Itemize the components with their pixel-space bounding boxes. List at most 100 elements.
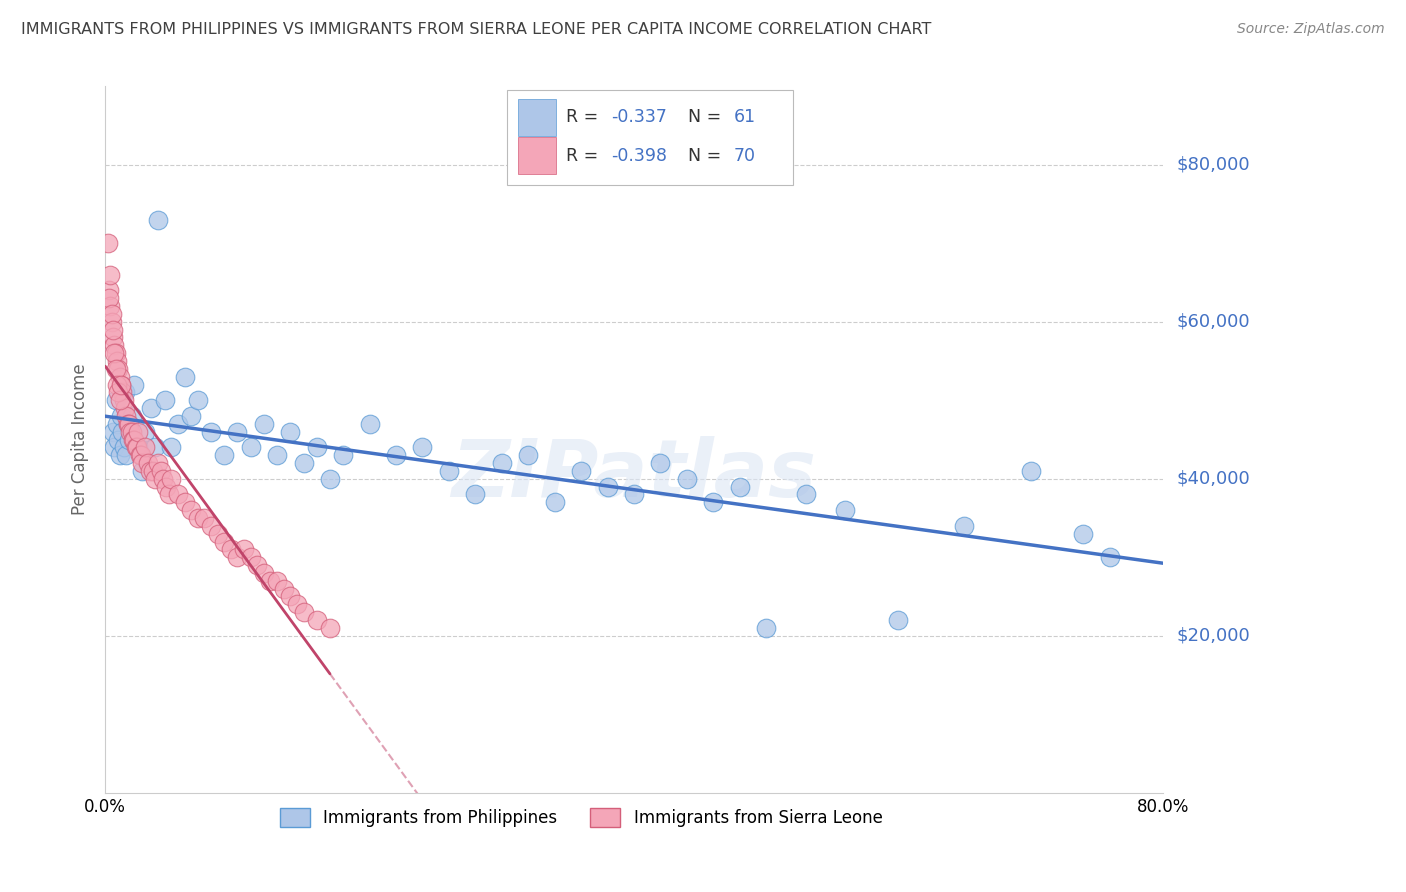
Point: [100, 299, 122, 313]
Point: [112, 393, 135, 408]
Text: $40,000: $40,000: [1177, 470, 1250, 488]
Point: [292, 456, 315, 470]
Point: [173, 495, 195, 509]
Point: [187, 511, 209, 525]
Point: [834, 503, 856, 517]
Point: [110, 377, 132, 392]
Point: [278, 425, 301, 439]
Point: [101, 323, 124, 337]
Point: [146, 456, 169, 470]
Point: [569, 464, 592, 478]
Point: [1073, 526, 1095, 541]
Point: [152, 472, 174, 486]
Point: [246, 558, 269, 572]
Point: [167, 417, 190, 431]
Point: [105, 354, 128, 368]
Point: [141, 401, 163, 416]
Point: [259, 574, 281, 588]
Point: [160, 472, 183, 486]
Point: [131, 464, 153, 478]
Text: -0.398: -0.398: [610, 146, 666, 165]
Point: [121, 409, 143, 423]
Text: R =: R =: [567, 109, 605, 127]
Point: [702, 495, 724, 509]
Point: [180, 503, 202, 517]
Point: [491, 456, 513, 470]
Point: [107, 433, 129, 447]
Point: [134, 425, 156, 439]
Point: [305, 613, 328, 627]
Point: [125, 441, 148, 455]
Point: [98, 291, 121, 305]
FancyBboxPatch shape: [517, 137, 555, 174]
Point: [108, 369, 131, 384]
Text: $60,000: $60,000: [1177, 313, 1250, 331]
FancyBboxPatch shape: [517, 99, 555, 136]
Point: [101, 315, 124, 329]
Point: [117, 417, 139, 431]
Point: [676, 472, 699, 486]
Point: [100, 268, 122, 282]
Text: $80,000: $80,000: [1177, 156, 1250, 174]
Point: [124, 441, 146, 455]
Point: [226, 425, 249, 439]
Y-axis label: Per Capita Income: Per Capita Income: [72, 364, 89, 516]
Point: [1019, 464, 1042, 478]
Point: [149, 464, 172, 478]
Point: [180, 409, 202, 423]
Point: [146, 212, 169, 227]
Point: [157, 487, 180, 501]
Point: [122, 433, 145, 447]
Legend: Immigrants from Philippines, Immigrants from Sierra Leone: Immigrants from Philippines, Immigrants …: [273, 801, 889, 834]
Point: [305, 441, 328, 455]
Point: [187, 393, 209, 408]
Point: [110, 377, 132, 392]
Point: [111, 425, 134, 439]
Point: [193, 511, 215, 525]
Point: [105, 417, 128, 431]
Point: [650, 456, 672, 470]
Point: [134, 441, 156, 455]
Point: [239, 550, 262, 565]
Point: [207, 526, 229, 541]
Point: [794, 487, 817, 501]
Point: [332, 448, 354, 462]
Point: [129, 448, 152, 462]
Point: [253, 566, 276, 580]
Text: ZIPatlas: ZIPatlas: [451, 436, 817, 514]
Point: [319, 472, 342, 486]
Point: [623, 487, 645, 501]
Point: [233, 542, 256, 557]
Point: [127, 425, 149, 439]
Point: [114, 385, 136, 400]
Point: [145, 472, 167, 486]
Text: IMMIGRANTS FROM PHILIPPINES VS IMMIGRANTS FROM SIERRA LEONE PER CAPITA INCOME CO: IMMIGRANTS FROM PHILIPPINES VS IMMIGRANT…: [21, 22, 931, 37]
Point: [145, 441, 167, 455]
Point: [98, 284, 121, 298]
Point: [755, 621, 778, 635]
Point: [121, 425, 143, 439]
Point: [385, 448, 408, 462]
Point: [200, 518, 222, 533]
Point: [464, 487, 486, 501]
Point: [118, 433, 141, 447]
Point: [104, 393, 127, 408]
Point: [273, 582, 295, 596]
Point: [200, 425, 222, 439]
Point: [359, 417, 381, 431]
Point: [112, 441, 135, 455]
Point: [219, 542, 242, 557]
Text: $20,000: $20,000: [1177, 627, 1250, 645]
Point: [128, 448, 150, 462]
Point: [124, 433, 146, 447]
Point: [101, 307, 124, 321]
Point: [103, 338, 125, 352]
Point: [212, 534, 235, 549]
Point: [101, 425, 124, 439]
FancyBboxPatch shape: [508, 90, 793, 186]
Text: N =: N =: [678, 109, 727, 127]
Point: [103, 346, 125, 360]
Point: [278, 590, 301, 604]
Point: [117, 417, 139, 431]
Point: [266, 574, 288, 588]
